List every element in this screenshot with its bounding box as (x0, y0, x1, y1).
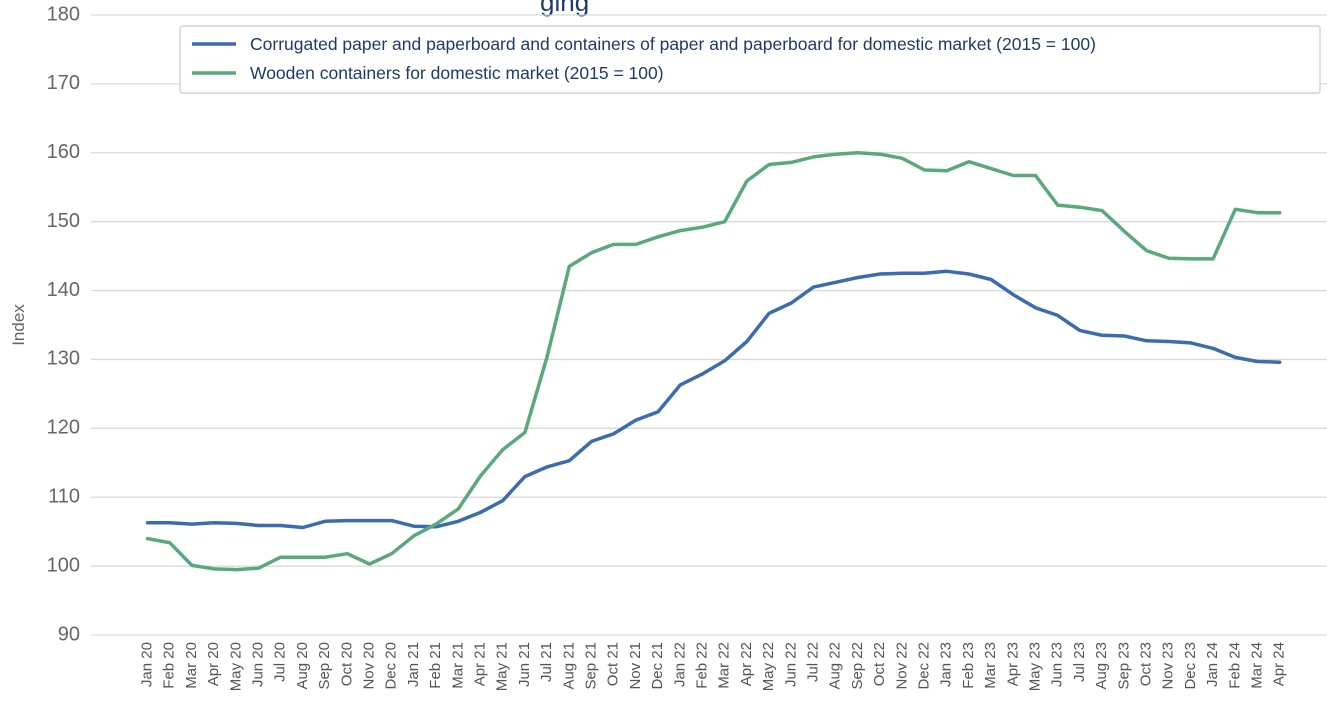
x-tick-label: Jun 20 (249, 642, 266, 687)
x-tick-label: Apr 23 (1004, 642, 1021, 686)
x-tick-label: Jan 23 (938, 642, 955, 687)
x-tick-label: Jul 21 (538, 642, 555, 682)
x-tick-label: Apr 24 (1271, 642, 1288, 686)
y-tick-label: 180 (47, 3, 80, 25)
x-tick-label: Jan 24 (1204, 642, 1221, 687)
legend-box (179, 25, 1321, 94)
x-tick-label: Aug 21 (560, 642, 577, 690)
x-tick-label: Mar 24 (1248, 642, 1265, 689)
x-tick-label: Feb 23 (960, 642, 977, 689)
x-tick-label: Aug 23 (1093, 642, 1110, 690)
x-tick-label: Oct 23 (1137, 642, 1154, 686)
x-tick-label: Dec 20 (383, 642, 400, 690)
y-axis-label: Index (9, 304, 28, 346)
y-tick-label: 170 (47, 72, 80, 94)
series-line-0 (145, 269, 1282, 530)
series-line-1 (145, 151, 1282, 572)
x-tick-label: May 22 (760, 642, 777, 691)
y-axis-ticks: 90 100 110 120 130 140 150 160 170 180 (47, 3, 80, 645)
x-tick-label: Apr 22 (738, 642, 755, 686)
y-tick-label: 160 (47, 141, 80, 163)
x-tick-label: Mar 20 (183, 642, 200, 689)
x-tick-label: May 21 (494, 642, 511, 691)
x-tick-label: Oct 21 (605, 642, 622, 686)
x-tick-label: Dec 23 (1182, 642, 1199, 690)
x-tick-label: Dec 21 (649, 642, 666, 690)
y-tick-label: 130 (47, 348, 80, 370)
y-tick-label: 90 (58, 623, 80, 645)
x-tick-label: Dec 22 (915, 642, 932, 690)
x-tick-label: Nov 22 (893, 642, 910, 690)
x-axis-ticks: Jan 20 Feb 20 Mar 20 Apr 20 May 20 Jun 20 Jul … (138, 642, 1287, 691)
x-tick-label: Jan 21 (405, 642, 422, 687)
x-tick-label: Jun 21 (516, 642, 533, 687)
x-tick-label: Jan 22 (671, 642, 688, 687)
x-tick-label: May 20 (227, 642, 244, 691)
y-tick-label: 140 (47, 279, 80, 301)
x-tick-label: Sep 21 (582, 642, 599, 690)
chart-title-fragment: ging (540, 0, 589, 17)
x-tick-label: Jun 23 (1049, 642, 1066, 687)
x-tick-label: Aug 22 (827, 642, 844, 690)
x-tick-label: May 23 (1026, 642, 1043, 691)
x-tick-label: Feb 21 (427, 642, 444, 689)
y-tick-label: 110 (48, 486, 80, 508)
x-tick-label: Feb 22 (693, 642, 710, 689)
series-lines (145, 151, 1282, 572)
x-tick-label: Aug 20 (294, 642, 311, 690)
y-tick-label: 120 (47, 417, 80, 439)
x-tick-label: Nov 23 (1160, 642, 1177, 690)
gridlines (91, 14, 1327, 636)
legend-label-corrugated: Corrugated paper and paperboard and cont… (250, 34, 1096, 54)
x-tick-label: Oct 22 (871, 642, 888, 686)
y-tick-label: 100 (47, 554, 80, 576)
y-tick-label: 150 (47, 210, 80, 232)
x-tick-label: Mar 22 (716, 642, 733, 689)
legend: Corrugated paper and paperboard and cont… (179, 25, 1321, 94)
x-tick-label: Jul 23 (1071, 642, 1088, 682)
x-tick-label: Nov 21 (627, 642, 644, 690)
x-tick-label: Nov 20 (360, 642, 377, 690)
x-tick-label: Feb 20 (161, 642, 178, 689)
legend-label-wooden: Wooden containers for domestic market (2… (250, 63, 664, 83)
x-tick-label: Sep 20 (316, 642, 333, 690)
x-tick-label: Sep 22 (849, 642, 866, 690)
x-tick-label: Jun 22 (782, 642, 799, 687)
x-tick-label: Oct 20 (338, 642, 355, 686)
x-tick-label: Apr 21 (471, 642, 488, 686)
x-tick-label: Jul 20 (272, 642, 289, 682)
x-tick-label: Feb 24 (1226, 642, 1243, 689)
x-tick-label: Sep 23 (1115, 642, 1132, 690)
x-tick-label: Mar 23 (982, 642, 999, 689)
x-tick-label: Jan 20 (138, 642, 155, 687)
x-tick-label: Jul 22 (804, 642, 821, 682)
x-tick-label: Apr 20 (205, 642, 222, 686)
x-tick-label: Mar 21 (449, 642, 466, 689)
